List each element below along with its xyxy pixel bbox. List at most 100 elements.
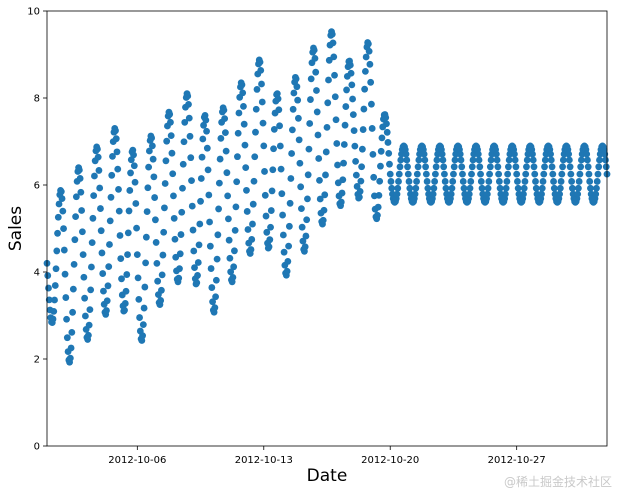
data-point	[85, 321, 93, 329]
data-point	[296, 159, 304, 167]
data-point	[142, 233, 150, 241]
data-point	[148, 134, 156, 142]
data-point	[112, 135, 120, 143]
data-point	[520, 190, 527, 198]
data-point	[270, 125, 278, 133]
data-point	[166, 110, 174, 118]
data-point	[78, 228, 86, 236]
data-point	[596, 156, 603, 164]
data-point	[170, 192, 177, 200]
data-point	[167, 118, 174, 126]
data-point	[88, 263, 95, 271]
data-point	[292, 75, 300, 83]
data-point	[538, 184, 546, 192]
data-point	[594, 170, 602, 178]
data-point	[154, 277, 162, 285]
data-point	[267, 223, 274, 231]
data-point	[161, 204, 168, 212]
data-point	[355, 193, 363, 201]
data-point	[540, 170, 548, 178]
data-point	[234, 153, 241, 161]
data-point	[139, 332, 146, 340]
data-point	[415, 156, 423, 164]
data-point	[547, 150, 554, 158]
data-point	[132, 200, 140, 207]
data-point	[557, 178, 565, 185]
data-point	[602, 163, 610, 171]
data-point	[466, 184, 474, 192]
data-point	[314, 131, 322, 139]
data-point	[404, 170, 412, 178]
data-point	[432, 163, 440, 171]
data-point	[140, 304, 148, 312]
y-tick-label: 10	[27, 7, 40, 18]
data-point	[186, 132, 194, 140]
data-point	[477, 170, 484, 178]
data-point	[188, 177, 195, 185]
data-point	[279, 211, 286, 219]
data-point	[243, 208, 251, 215]
data-point	[458, 163, 466, 171]
data-point	[134, 274, 142, 282]
data-point	[574, 190, 582, 198]
data-point	[483, 190, 491, 198]
data-point	[523, 156, 531, 164]
data-point	[511, 156, 519, 164]
data-point	[162, 157, 170, 165]
data-point	[450, 163, 458, 171]
data-point	[105, 263, 113, 271]
data-point	[352, 171, 360, 179]
y-tick-label: 6	[34, 181, 40, 192]
data-point	[474, 150, 482, 158]
data-point	[322, 171, 329, 179]
data-point	[107, 193, 115, 201]
data-point	[360, 105, 368, 113]
data-point	[593, 184, 600, 192]
data-point	[539, 178, 547, 185]
data-point	[302, 232, 310, 240]
data-point	[116, 232, 124, 239]
data-point	[229, 273, 237, 281]
data-point	[340, 141, 348, 148]
data-point	[421, 156, 429, 164]
data-point	[206, 242, 214, 250]
data-point	[212, 276, 220, 284]
x-tick-label: 2012-10-06	[108, 455, 166, 466]
data-point	[298, 205, 305, 213]
data-point	[188, 202, 196, 210]
data-point	[86, 306, 94, 314]
data-point	[548, 163, 556, 171]
data-point	[253, 86, 261, 93]
data-point	[176, 250, 184, 258]
data-point	[118, 275, 125, 283]
data-point	[541, 156, 549, 164]
data-point	[53, 247, 61, 255]
data-point	[451, 156, 459, 164]
data-point	[175, 274, 183, 282]
data-point	[538, 190, 545, 198]
data-point	[259, 119, 267, 127]
data-point	[100, 287, 107, 295]
x-axis-ticks: 2012-10-06 2012-10-13 2012-10-20 2012-10-27	[108, 446, 546, 466]
data-point	[227, 268, 235, 276]
data-point	[76, 175, 84, 182]
data-point	[395, 178, 402, 185]
data-point	[505, 163, 512, 171]
data-point	[287, 175, 295, 182]
data-point	[231, 227, 239, 234]
data-point	[133, 224, 140, 232]
data-point	[215, 205, 223, 213]
data-point	[45, 284, 52, 292]
data-point	[340, 159, 347, 167]
data-point	[337, 198, 345, 206]
data-point	[231, 247, 238, 255]
data-point	[67, 344, 75, 352]
data-point	[301, 243, 309, 251]
data-point	[312, 68, 320, 76]
data-point	[115, 185, 122, 193]
data-point	[280, 248, 288, 256]
data-point	[125, 207, 133, 215]
data-point	[347, 69, 355, 77]
data-point	[306, 120, 314, 127]
data-point	[547, 156, 555, 164]
